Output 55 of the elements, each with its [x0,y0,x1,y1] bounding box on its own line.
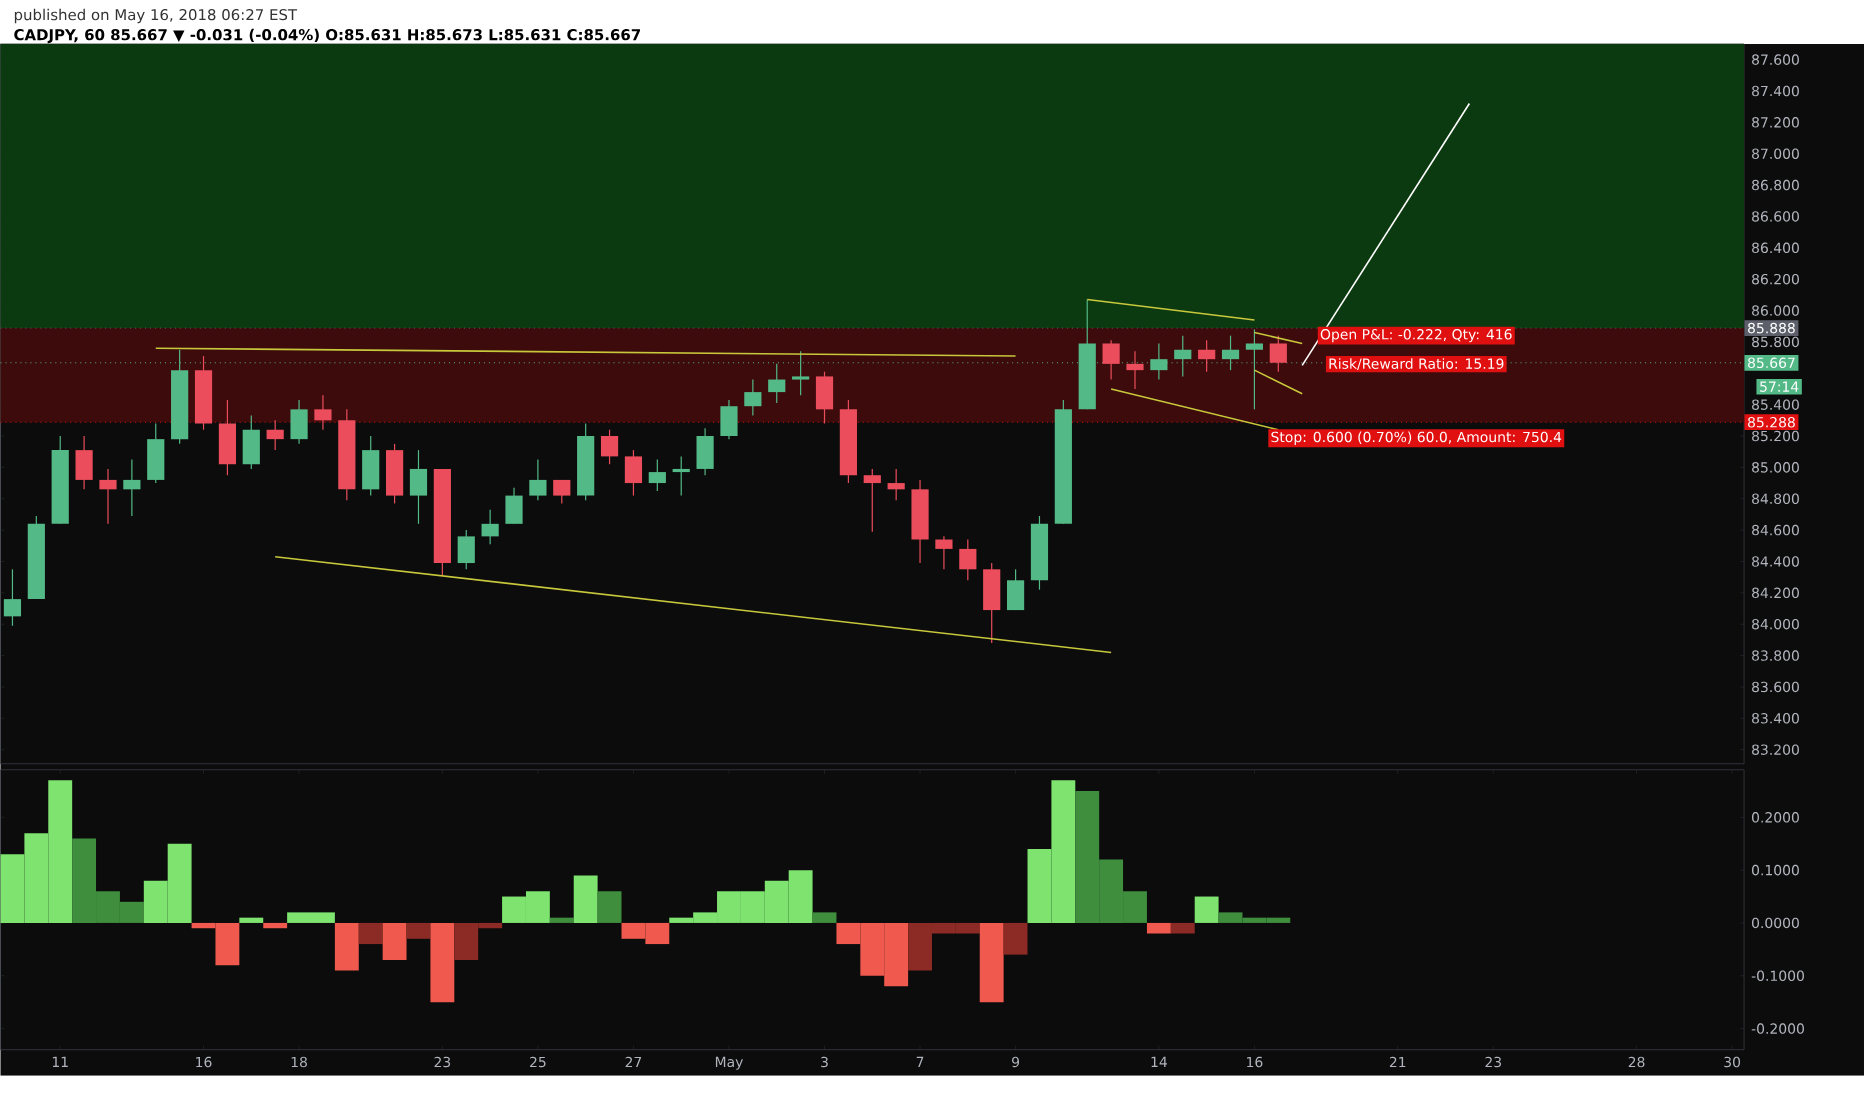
candlestick [266,419,284,451]
bar [573,875,598,924]
candlestick [648,459,666,492]
bar [334,923,359,971]
candlestick [1198,339,1216,373]
candlestick [887,468,905,502]
candlestick [768,363,786,404]
candlestick [672,455,690,497]
candlestick [409,449,428,525]
candlestick [505,487,523,525]
bar [406,923,431,939]
candlestick [3,568,22,627]
candlestick [529,459,547,502]
bar [263,923,288,929]
candlestick [720,399,738,440]
candlestick [815,371,834,425]
bar [1170,923,1195,934]
candlestick [75,435,93,491]
bar [979,923,1004,1003]
candlestick [935,535,953,571]
candlestick [696,427,714,476]
candlestick [314,394,332,431]
candlestick [242,415,260,470]
candlestick [1102,339,1120,381]
bar [430,923,455,1003]
candlestick [290,399,308,445]
candlestick [744,379,762,417]
candlestick [457,529,475,571]
bar [358,923,383,945]
candlestick [792,350,810,396]
candlestick [624,449,643,497]
candlestick [147,423,165,484]
candlestick [123,459,141,517]
candlestick [1126,350,1144,390]
candlestick [959,539,977,582]
bar [382,923,407,961]
candlestick [481,509,499,545]
candlestick [600,429,619,465]
candlestick [983,562,1001,644]
bar [239,917,264,924]
candlestick [553,479,571,505]
bar [1194,896,1219,924]
candlestick [863,468,881,533]
bar [549,917,574,924]
candlestick [1006,568,1025,611]
candlestick [1269,335,1287,373]
bar [1146,923,1171,934]
candlestick [1245,328,1264,411]
candlestick [386,443,404,505]
candlestick [218,399,237,476]
bar [597,891,622,924]
bar [812,912,837,924]
bar [1003,923,1028,955]
candlestick [362,435,380,497]
candlestick [99,468,117,525]
